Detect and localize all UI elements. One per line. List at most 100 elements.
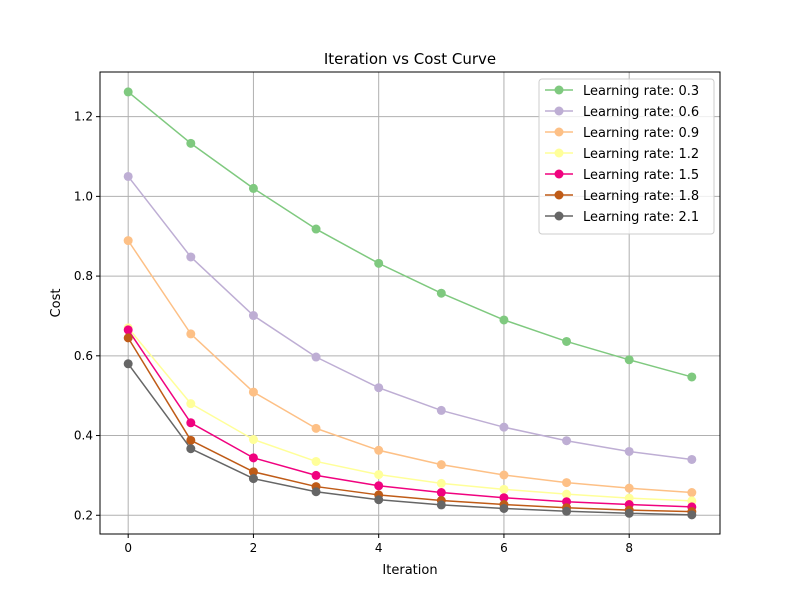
plot-area xyxy=(123,87,697,520)
data-point xyxy=(687,510,697,520)
y-tick-label: 1.0 xyxy=(74,189,93,203)
y-axis-label: Cost xyxy=(49,289,64,318)
data-point xyxy=(374,383,384,393)
data-point xyxy=(624,483,634,493)
y-tick-label: 0.6 xyxy=(74,349,93,363)
data-point xyxy=(123,171,133,181)
data-point xyxy=(374,445,384,455)
legend-item: Learning rate: 1.5 xyxy=(545,168,699,183)
legend-marker xyxy=(554,211,564,221)
data-point xyxy=(499,470,509,480)
x-tick-label: 4 xyxy=(375,541,383,555)
data-point xyxy=(374,258,384,268)
series-line xyxy=(127,363,692,516)
x-tick-label: 2 xyxy=(250,541,258,555)
data-point xyxy=(624,355,634,365)
data-point xyxy=(499,422,509,432)
legend: Learning rate: 0.3 Learning rate: 0.6 Lear… xyxy=(538,78,715,235)
x-axis-label: Iteration xyxy=(382,563,437,578)
legend-label: Learning rate: 2.1 xyxy=(583,210,699,225)
chart-title: Iteration vs Cost Curve xyxy=(324,50,496,68)
data-point xyxy=(186,444,196,454)
data-point xyxy=(436,478,446,488)
legend-marker xyxy=(554,106,564,116)
data-point xyxy=(562,478,572,488)
data-point xyxy=(311,487,321,497)
axis-ticks: 0 2 4 6 8 0.2 0.4 0.6 0.8 1.0 1.2 xyxy=(74,110,633,555)
y-tick-label: 0.4 xyxy=(74,429,93,443)
x-tick-label: 8 xyxy=(625,541,633,555)
legend-item: Learning rate: 0.6 xyxy=(545,105,699,120)
legend-marker xyxy=(554,169,564,179)
series-line xyxy=(127,175,692,461)
data-point xyxy=(562,506,572,516)
legend-label: Learning rate: 0.9 xyxy=(583,126,699,141)
legend-item: Learning rate: 1.2 xyxy=(545,147,699,162)
data-point xyxy=(311,423,321,433)
data-point xyxy=(123,325,133,335)
data-point xyxy=(499,315,509,325)
series-line xyxy=(127,329,692,508)
data-point xyxy=(499,484,509,494)
data-point xyxy=(311,456,321,466)
data-point xyxy=(436,405,446,415)
data-point xyxy=(436,488,446,498)
data-point xyxy=(624,508,634,518)
data-point xyxy=(248,435,258,445)
data-point xyxy=(687,488,697,498)
data-point xyxy=(248,467,258,477)
legend-item: Learning rate: 0.3 xyxy=(545,84,699,99)
legend-marker xyxy=(554,190,564,200)
data-point xyxy=(562,436,572,446)
data-point xyxy=(186,435,196,445)
data-point xyxy=(186,138,196,148)
legend-label: Learning rate: 1.2 xyxy=(583,147,699,162)
legend-marker xyxy=(554,85,564,95)
data-point xyxy=(248,183,258,193)
y-tick-label: 1.2 xyxy=(74,110,93,124)
data-point xyxy=(186,329,196,339)
data-point xyxy=(436,460,446,470)
series-3 xyxy=(123,323,697,506)
data-point xyxy=(186,399,196,409)
legend-item: Learning rate: 0.9 xyxy=(545,126,699,141)
axes-frame xyxy=(99,71,721,535)
data-point xyxy=(311,470,321,480)
series-line xyxy=(127,337,692,513)
data-point xyxy=(436,288,446,298)
legend-label: Learning rate: 1.5 xyxy=(583,168,699,183)
legend-marker xyxy=(554,148,564,158)
series-line xyxy=(127,91,693,378)
data-point xyxy=(499,503,509,513)
legend-item: Learning rate: 2.1 xyxy=(545,210,699,225)
y-tick-label: 0.8 xyxy=(74,269,93,283)
legend-label: Learning rate: 0.3 xyxy=(583,84,699,99)
data-point xyxy=(687,454,697,464)
data-point xyxy=(311,224,321,234)
data-point xyxy=(248,453,258,463)
series-line xyxy=(127,240,692,494)
data-point xyxy=(624,493,634,503)
series-2 xyxy=(123,236,697,498)
data-point xyxy=(248,474,258,484)
data-point xyxy=(499,493,509,503)
data-point xyxy=(123,333,133,343)
data-point xyxy=(123,359,133,369)
series-0 xyxy=(123,87,697,382)
data-point xyxy=(436,500,446,510)
series-1 xyxy=(123,171,697,464)
data-point xyxy=(186,418,196,428)
y-tick-label: 0.2 xyxy=(74,508,93,522)
legend-marker xyxy=(554,127,564,137)
x-tick-label: 0 xyxy=(124,541,132,555)
data-point xyxy=(311,352,321,362)
data-point xyxy=(624,446,634,456)
data-point xyxy=(687,372,697,382)
series-line xyxy=(127,327,692,502)
data-point xyxy=(374,481,384,491)
legend-label: Learning rate: 0.6 xyxy=(583,105,699,120)
legend-item: Learning rate: 1.8 xyxy=(545,189,699,204)
data-point xyxy=(562,489,572,499)
